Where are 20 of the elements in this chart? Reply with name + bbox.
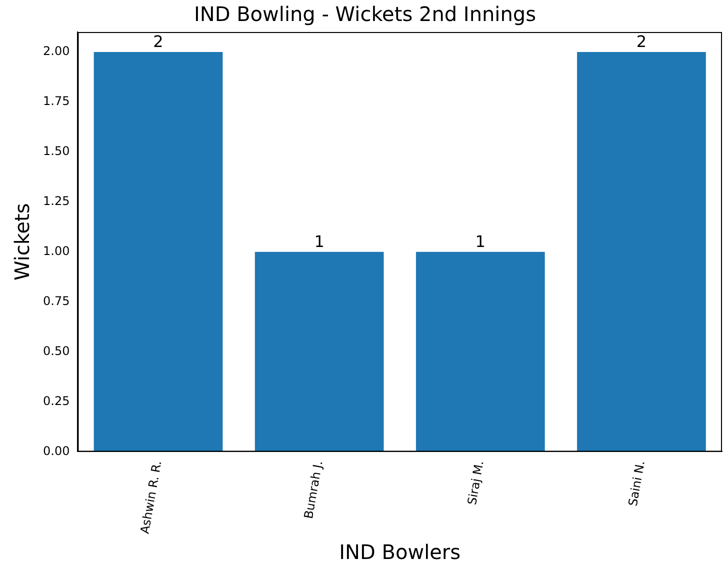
x-tick-label: Bumrah J. (301, 460, 326, 520)
x-tick-label: Saini N. (626, 460, 648, 508)
y-tick-label: 1.75 (43, 94, 70, 108)
chart-title: IND Bowling - Wickets 2nd Innings (194, 2, 536, 26)
data-label: 2 (153, 32, 164, 52)
y-tick-label: 0.00 (43, 444, 70, 458)
y-tick-label: 0.50 (43, 344, 70, 358)
y-tick-label: 0.75 (43, 294, 70, 308)
y-tick-label: 2.00 (43, 44, 70, 58)
x-tick-label: Siraj M. (464, 460, 486, 506)
y-tick-label: 1.50 (43, 144, 70, 158)
y-tick-label: 0.25 (43, 394, 70, 408)
y-tick-label: 1.25 (43, 194, 70, 208)
data-label: 1 (475, 232, 486, 252)
x-tick-label: Ashwin R. R. (138, 460, 164, 535)
data-label: 2 (636, 32, 647, 52)
data-label: 1 (314, 232, 324, 252)
y-tick-label: 1.00 (43, 244, 70, 258)
x-axis-title: IND Bowlers (339, 540, 461, 564)
y-axis-title: Wickets (10, 203, 34, 281)
